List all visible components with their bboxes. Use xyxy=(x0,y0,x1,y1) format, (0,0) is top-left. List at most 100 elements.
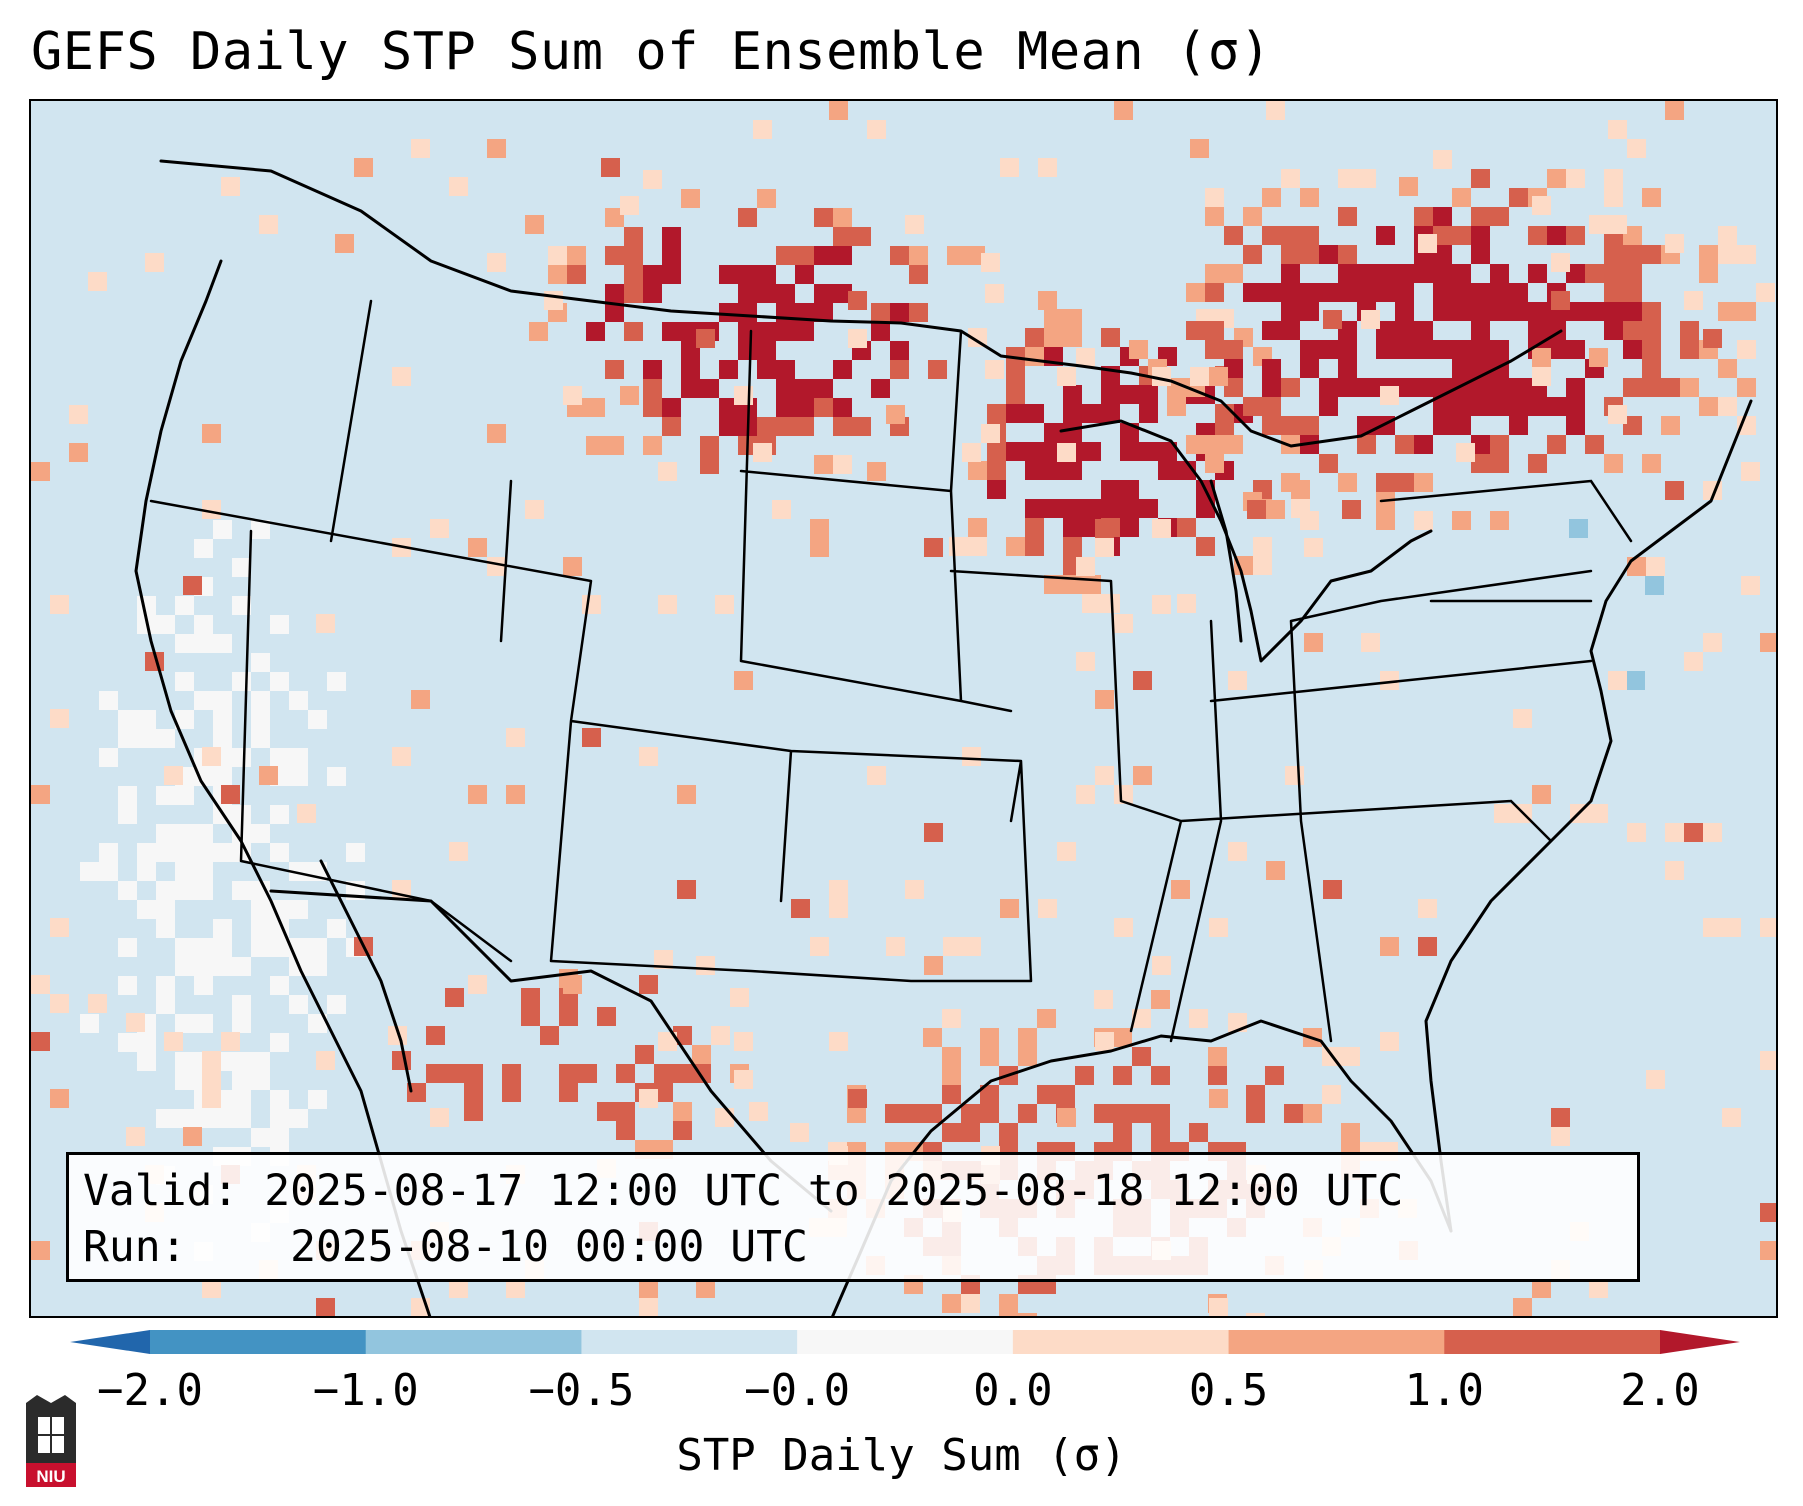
stp-cell xyxy=(1082,404,1101,423)
stp-cell xyxy=(548,265,567,284)
stp-cell xyxy=(1376,283,1395,302)
stp-cell xyxy=(1300,226,1319,245)
stp-cell xyxy=(605,208,624,227)
stp-cell xyxy=(947,246,966,265)
stp-cell xyxy=(1037,1085,1056,1104)
stp-cell xyxy=(69,443,88,462)
stp-cell xyxy=(597,1102,616,1121)
stp-cell xyxy=(1208,1066,1227,1085)
stp-cell xyxy=(316,614,335,633)
stp-cell xyxy=(1528,321,1547,340)
stp-cell xyxy=(1338,207,1357,226)
colorbar-extend-high xyxy=(1660,1330,1740,1354)
stp-cell xyxy=(99,748,118,767)
stp-cell xyxy=(1395,302,1414,321)
stp-cell xyxy=(308,938,327,957)
stp-cell xyxy=(1703,823,1722,842)
stp-cell xyxy=(1357,169,1376,188)
stp-cell xyxy=(156,615,175,634)
stp-cell xyxy=(232,748,251,767)
stp-cell xyxy=(810,538,829,557)
stp-cell xyxy=(987,442,1006,461)
stp-cell xyxy=(700,455,719,474)
stp-cell xyxy=(848,329,867,348)
stp-cell xyxy=(886,405,905,424)
stp-cell xyxy=(738,284,757,303)
stp-cell xyxy=(164,1032,183,1051)
stp-cell xyxy=(1718,359,1737,378)
stp-cell xyxy=(847,1104,866,1123)
stp-cell xyxy=(987,461,1006,480)
stp-cell xyxy=(1205,340,1224,359)
stp-cell xyxy=(635,1045,654,1064)
stp-cell xyxy=(1718,302,1737,321)
stp-cell xyxy=(1490,283,1509,302)
stp-cell xyxy=(852,417,871,436)
stp-cell xyxy=(1471,454,1490,473)
stp-cell xyxy=(1262,283,1281,302)
stp-cell xyxy=(1018,1313,1037,1316)
stp-cell xyxy=(1395,378,1414,397)
stp-cell xyxy=(1471,245,1490,264)
stp-cell xyxy=(942,1294,961,1313)
stp-cell xyxy=(31,785,50,804)
stp-cell xyxy=(50,1089,69,1108)
stp-cell xyxy=(1661,378,1680,397)
stp-cell xyxy=(757,360,776,379)
stp-cell xyxy=(1234,556,1253,575)
stp-cell xyxy=(1044,309,1063,328)
stp-cell xyxy=(1205,207,1224,226)
stp-cell xyxy=(1626,652,1645,671)
stp-cell xyxy=(1228,671,1247,690)
stp-cell xyxy=(890,360,909,379)
stp-cell xyxy=(658,1032,677,1051)
stp-cell xyxy=(890,246,909,265)
colorbar-bin xyxy=(581,1330,798,1354)
stp-cell xyxy=(1756,283,1775,302)
stp-cell xyxy=(1760,918,1776,937)
stp-cell xyxy=(1300,359,1319,378)
stp-cell xyxy=(1319,454,1338,473)
stp-cell xyxy=(251,1128,270,1147)
stp-cell xyxy=(1300,283,1319,302)
stp-cell xyxy=(175,672,194,691)
stp-cell xyxy=(1304,633,1323,652)
stp-cell xyxy=(905,215,924,234)
stp-cell xyxy=(1063,328,1082,347)
chart-title: GEFS Daily STP Sum of Ensemble Mean (σ) xyxy=(31,22,1272,82)
stp-cell xyxy=(1205,188,1224,207)
stp-cell xyxy=(1623,302,1642,321)
stp-cell xyxy=(1471,283,1490,302)
stp-cell xyxy=(194,881,213,900)
stp-cell xyxy=(1082,575,1101,594)
stp-cell xyxy=(601,158,620,177)
stp-cell xyxy=(213,938,232,957)
stp-cell xyxy=(1418,234,1437,253)
stp-cell xyxy=(749,1102,768,1121)
stp-cell xyxy=(327,995,346,1014)
stp-cell xyxy=(1152,519,1171,538)
stp-cell xyxy=(156,786,175,805)
stp-cell xyxy=(194,843,213,862)
stp-cell xyxy=(1063,499,1082,518)
stp-cell xyxy=(885,1104,904,1123)
stp-cell xyxy=(1737,378,1756,397)
stp-cell xyxy=(905,880,924,899)
stp-cell xyxy=(776,360,795,379)
stp-cell xyxy=(1243,283,1262,302)
stp-cell xyxy=(1684,652,1703,671)
stp-cell xyxy=(586,322,605,341)
stp-cell xyxy=(1120,480,1139,499)
stp-cell xyxy=(867,462,886,481)
colorbar-bin xyxy=(1012,1330,1230,1354)
stp-cell xyxy=(1057,443,1076,462)
stp-cell xyxy=(700,436,719,455)
stp-cell xyxy=(1247,500,1266,519)
stp-cell xyxy=(871,303,890,322)
stp-cell xyxy=(829,880,848,899)
colorbar-bin xyxy=(1228,1330,1445,1354)
stp-cell xyxy=(1471,302,1490,321)
stp-cell xyxy=(175,843,194,862)
stp-cell xyxy=(1132,1104,1151,1123)
stp-cell xyxy=(715,1108,734,1127)
